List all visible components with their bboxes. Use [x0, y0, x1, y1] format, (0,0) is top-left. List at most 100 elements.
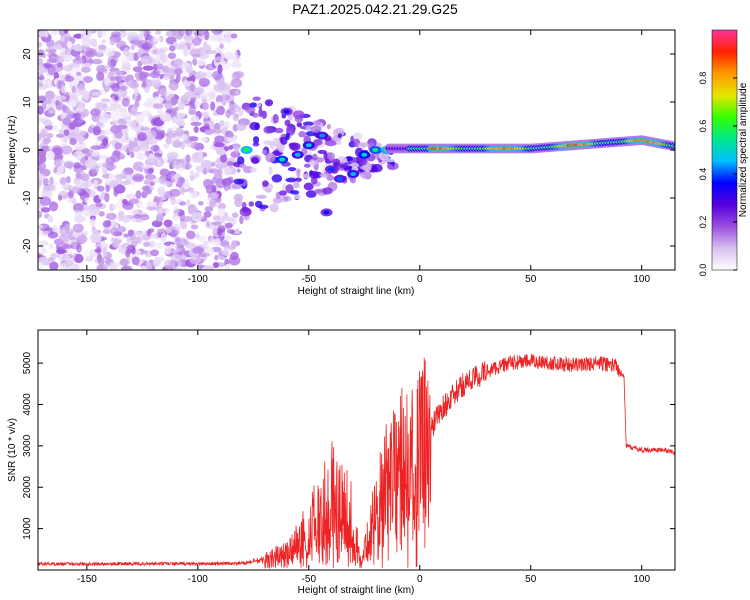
heatmap-blob [102, 246, 108, 257]
heatmap-blob [224, 222, 233, 229]
heatmap-blob [94, 139, 101, 147]
heatmap-blob [68, 100, 78, 108]
heatmap-blob [208, 91, 216, 100]
heatmap-blob [102, 220, 111, 228]
heatmap-blob [121, 180, 132, 186]
heatmap-blob [147, 167, 154, 174]
heatmap-blob [205, 220, 211, 228]
heatmap-blob [252, 142, 260, 147]
heatmap-blob [138, 203, 145, 209]
heatmap-blob [100, 98, 110, 103]
heatmap-blob [360, 165, 372, 171]
heatmap-blob [220, 153, 228, 163]
heatmap-blob [190, 224, 199, 230]
heatmap-blob [292, 110, 305, 119]
heatmap-blob [209, 192, 219, 200]
heatmap-blob [189, 256, 201, 265]
heatmap-blob [179, 201, 187, 206]
heatmap-blob [332, 158, 341, 166]
heatmap-blob [326, 123, 331, 130]
x-tick-label: 50 [525, 274, 537, 285]
colorbar-tick-label: 0.2 [698, 216, 708, 229]
snr-x-label: Height of straight line (km) [298, 585, 415, 596]
heatmap-blob [159, 88, 167, 97]
heatmap-blob [141, 81, 147, 88]
heatmap-blob [90, 145, 102, 151]
heatmap-blob [38, 57, 43, 66]
heatmap-blob [92, 125, 102, 136]
heatmap-blob [216, 105, 225, 116]
heatmap-blob [49, 184, 57, 192]
heatmap-blob [135, 113, 145, 124]
heatmap-blob [209, 237, 216, 244]
heatmap-blob [350, 176, 357, 184]
heatmap-blob [38, 228, 42, 237]
heatmap-blob [170, 199, 177, 206]
heatmap-blob [171, 116, 179, 124]
heatmap-blob [220, 240, 230, 247]
heatmap-blob [189, 169, 195, 176]
heatmap-blob [228, 145, 234, 150]
y-tick-label: 1000 [22, 517, 33, 540]
heatmap-blob [55, 248, 68, 254]
heatmap-blob [222, 248, 233, 257]
heatmap-blob [269, 203, 279, 213]
heatmap-blob [214, 135, 225, 144]
heatmap-blob [38, 240, 49, 246]
heatmap-blob [215, 178, 228, 189]
heatmap-blob [62, 117, 72, 126]
heatmap-blob [77, 102, 86, 113]
heatmap-blob [136, 152, 147, 161]
heatmap-blob [48, 48, 57, 54]
heatmap-blob [96, 30, 108, 38]
heatmap-blob [93, 179, 98, 187]
heatmap-blob [110, 110, 122, 121]
heatmap-blob [87, 50, 94, 56]
heatmap-blob [241, 206, 249, 213]
heatmap-blob [217, 208, 226, 217]
heatmap-blob [268, 166, 273, 176]
heatmap-blob [371, 163, 383, 173]
heatmap-blob [53, 158, 62, 167]
heatmap-blob [226, 161, 235, 166]
heatmap-blob [298, 131, 307, 138]
heatmap-blob [68, 93, 79, 104]
heatmap-blob [159, 53, 168, 64]
heatmap-blob [58, 234, 70, 243]
heatmap-blob [178, 30, 185, 37]
heatmap-blob [66, 113, 74, 119]
heatmap-blob [131, 256, 140, 266]
heatmap-blob [165, 173, 172, 181]
heatmap-blob [201, 72, 207, 78]
heatmap-blob [144, 185, 151, 194]
colorbar-tick-label: 0.8 [698, 72, 708, 85]
heatmap-blob [48, 109, 56, 114]
heatmap-blob [166, 127, 174, 137]
heatmap-blob [38, 132, 43, 141]
heatmap-blob [213, 142, 225, 148]
heatmap-blob [167, 155, 176, 162]
heatmap-blob [89, 209, 100, 217]
heatmap-blob [296, 122, 303, 128]
heatmap-blob [126, 80, 138, 86]
heatmap-blob [217, 81, 227, 90]
heatmap-blob [71, 186, 81, 194]
heatmap-blob [134, 235, 143, 245]
heatmap-blob [57, 194, 63, 201]
heatmap-blob [110, 58, 117, 67]
heatmap-blob [105, 64, 110, 70]
heatmap-blob [114, 173, 126, 180]
heatmap-blob [190, 190, 199, 200]
heatmap-blob [227, 176, 234, 184]
figure-title: PAZ1.2025.042.21.29.G25 [292, 1, 458, 17]
heatmap-blob [47, 215, 54, 223]
heatmap-blob [153, 232, 160, 240]
heatmap-blob [60, 34, 68, 43]
heatmap-blob [172, 43, 185, 50]
heatmap-blob [70, 197, 77, 205]
heatmap-blob [189, 82, 195, 92]
heatmap-blob [385, 158, 396, 163]
heatmap-blob [90, 38, 98, 48]
heatmap-blob [353, 132, 363, 141]
heatmap-blob [264, 99, 274, 107]
